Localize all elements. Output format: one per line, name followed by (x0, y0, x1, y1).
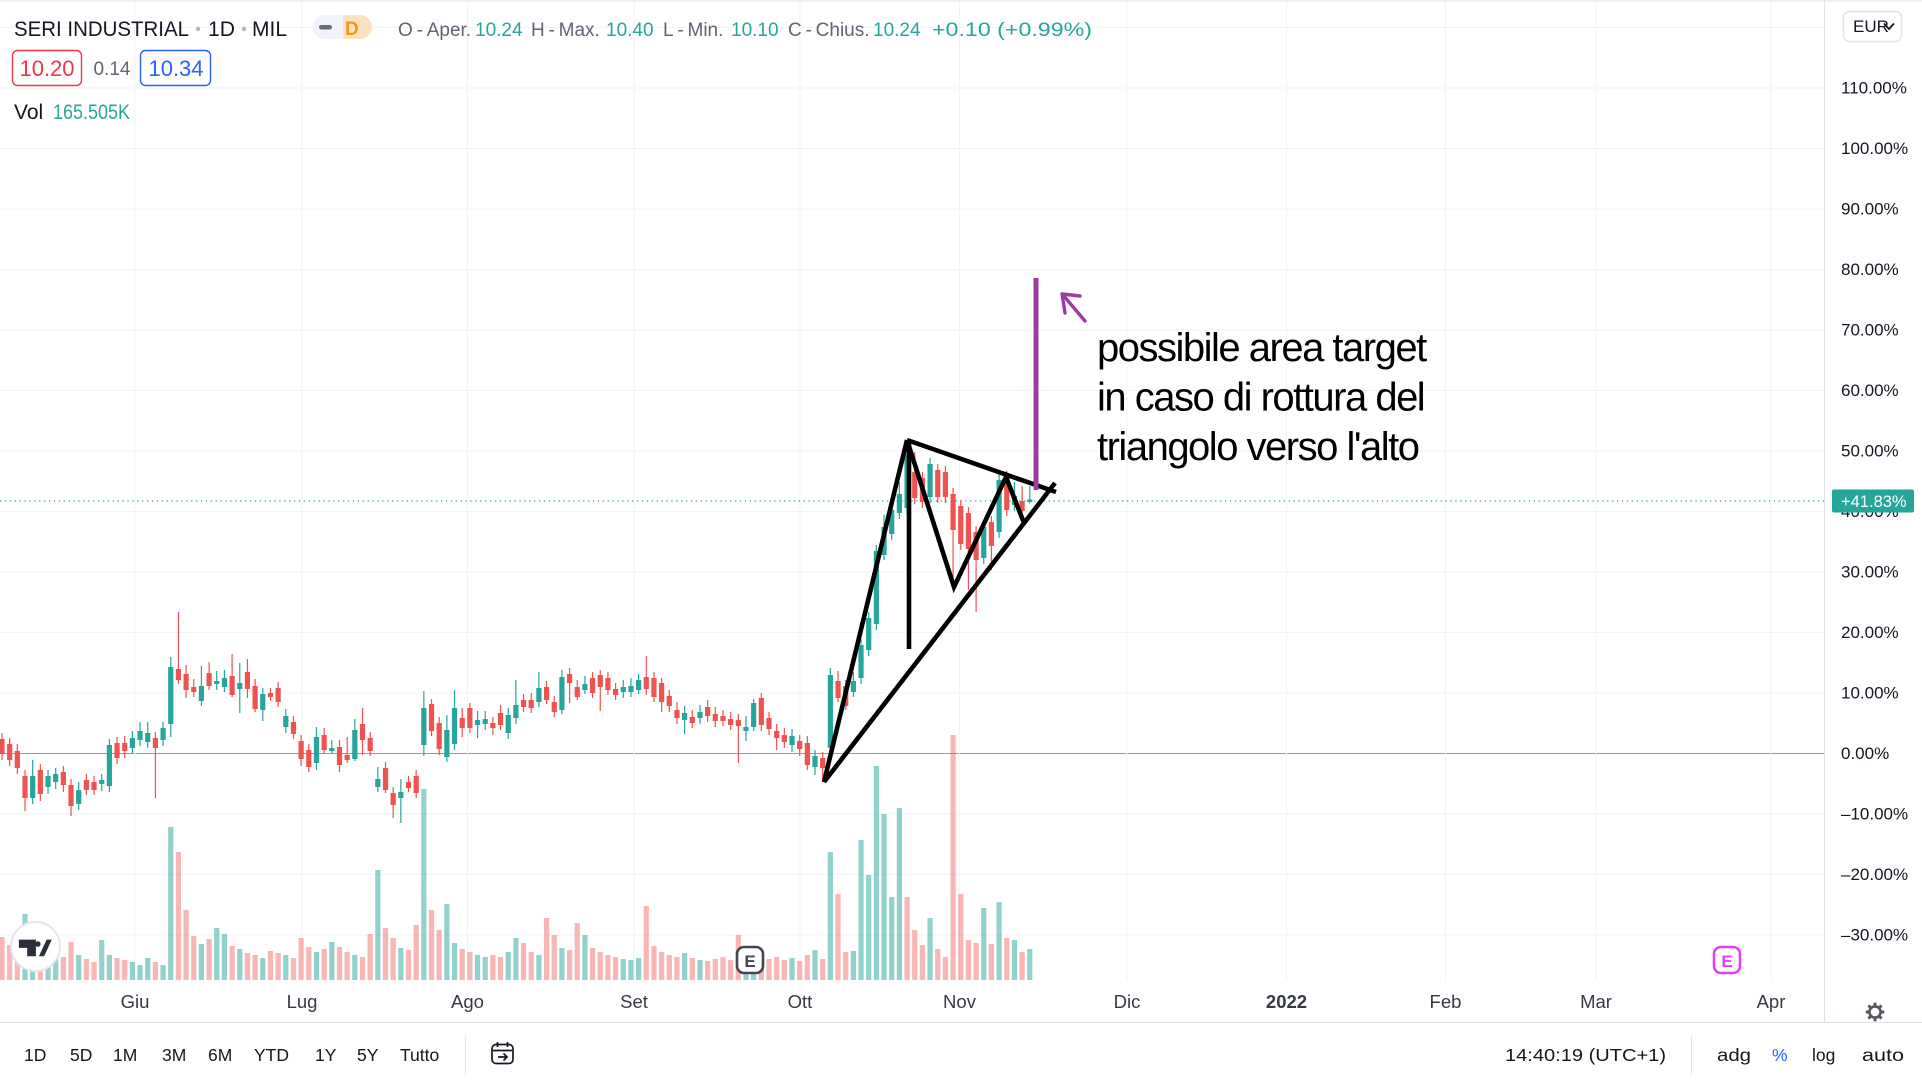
svg-text:Nov: Nov (943, 991, 977, 1012)
svg-text:Set: Set (620, 991, 648, 1012)
svg-text:+0.10 (+0.99%): +0.10 (+0.99%) (932, 20, 1092, 41)
svg-text:10.24: 10.24 (475, 20, 523, 41)
svg-text:10.20: 10.20 (19, 56, 74, 81)
svg-text:H - Max.: H - Max. (531, 20, 600, 41)
svg-text:Feb: Feb (1430, 991, 1462, 1012)
svg-text:1D: 1D (24, 1045, 46, 1065)
svg-text:6M: 6M (208, 1045, 232, 1065)
svg-text:–20.00%: –20.00% (1841, 865, 1908, 884)
svg-text:+41.83%: +41.83% (1841, 493, 1907, 511)
svg-text:0.00%: 0.00% (1841, 744, 1889, 763)
svg-text:10.00%: 10.00% (1841, 684, 1899, 703)
svg-text:30.00%: 30.00% (1841, 563, 1899, 582)
svg-text:1D: 1D (208, 17, 235, 41)
svg-text:1M: 1M (113, 1045, 137, 1065)
svg-text:adg: adg (1717, 1045, 1751, 1065)
svg-text:165.505K: 165.505K (53, 101, 130, 124)
svg-text:SERI INDUSTRIAL: SERI INDUSTRIAL (14, 17, 189, 41)
svg-text:MIL: MIL (252, 17, 287, 41)
svg-text:10.24: 10.24 (873, 20, 921, 41)
svg-text:Ago: Ago (451, 991, 484, 1012)
svg-text:L - Min.: L - Min. (663, 20, 723, 41)
svg-text:70.00%: 70.00% (1841, 321, 1899, 340)
svg-text:–30.00%: –30.00% (1841, 926, 1908, 945)
svg-text:10.34: 10.34 (148, 56, 203, 81)
svg-text:60.00%: 60.00% (1841, 381, 1899, 400)
svg-text:5D: 5D (70, 1045, 92, 1065)
svg-text:E: E (1721, 952, 1732, 971)
svg-text:10.10: 10.10 (731, 20, 779, 41)
svg-text:100.00%: 100.00% (1841, 139, 1908, 158)
svg-text:Vol: Vol (14, 101, 43, 124)
svg-text:log: log (1812, 1045, 1835, 1065)
svg-text:10.40: 10.40 (606, 20, 654, 41)
svg-text:D: D (345, 19, 359, 40)
svg-text:2022: 2022 (1266, 991, 1307, 1012)
svg-text:5Y: 5Y (357, 1045, 379, 1065)
svg-text:Apr: Apr (1757, 991, 1786, 1012)
svg-text:in caso di rottura del: in caso di rottura del (1097, 376, 1424, 420)
svg-text:EUR: EUR (1853, 17, 1889, 36)
svg-text:possibile area target: possibile area target (1097, 326, 1427, 370)
svg-text:80.00%: 80.00% (1841, 260, 1899, 279)
svg-text:110.00%: 110.00% (1841, 79, 1907, 98)
svg-text:20.00%: 20.00% (1841, 623, 1899, 642)
svg-text:50.00%: 50.00% (1841, 442, 1899, 461)
svg-text:14:40:19 (UTC+1): 14:40:19 (UTC+1) (1505, 1045, 1666, 1065)
svg-text:1Y: 1Y (315, 1045, 337, 1065)
svg-text:O - Aper.: O - Aper. (398, 20, 471, 41)
svg-text:E: E (744, 952, 755, 971)
svg-text:Giu: Giu (121, 991, 150, 1012)
svg-text:auto: auto (1862, 1045, 1904, 1065)
svg-text:YTD: YTD (254, 1045, 289, 1065)
svg-text:Lug: Lug (287, 991, 318, 1012)
svg-text:triangolo verso l'alto: triangolo verso l'alto (1097, 425, 1419, 469)
svg-text:Dic: Dic (1114, 991, 1141, 1012)
svg-text:90.00%: 90.00% (1841, 200, 1899, 219)
svg-text:3M: 3M (162, 1045, 186, 1065)
svg-text:Tutto: Tutto (400, 1045, 439, 1065)
svg-text:%: % (1772, 1045, 1788, 1065)
svg-text:Ott: Ott (788, 991, 813, 1012)
svg-text:C - Chius.: C - Chius. (788, 20, 870, 41)
svg-text:0.14: 0.14 (94, 59, 131, 80)
svg-text:–10.00%: –10.00% (1841, 805, 1908, 824)
svg-text:Mar: Mar (1580, 991, 1612, 1012)
